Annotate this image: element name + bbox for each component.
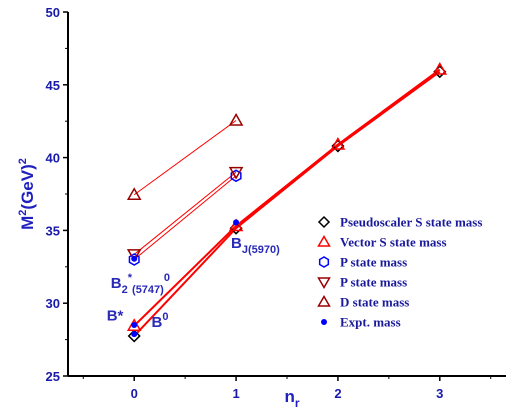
legend-label-5: Expt. mass xyxy=(340,315,401,330)
series-5-point xyxy=(131,322,138,329)
y-tick-label: 25 xyxy=(46,369,60,384)
y-axis-label: M2(GeV)2 xyxy=(17,158,37,230)
legend-label-0: Pseudoscaler S state mass xyxy=(340,215,482,230)
series-2-point xyxy=(230,169,242,183)
legend-marker-2 xyxy=(318,256,330,268)
series-1-point xyxy=(432,62,448,75)
y-tick-label: 30 xyxy=(46,296,60,311)
x-tick-label: 1 xyxy=(232,386,239,401)
fit-line-0 xyxy=(133,70,441,337)
legend-label-3: P state mass xyxy=(340,275,407,290)
legend-marker-5 xyxy=(321,319,327,325)
series-1-point xyxy=(126,318,142,332)
series-1-point xyxy=(330,136,346,150)
legend-marker-4 xyxy=(317,295,331,307)
fit-line-3 xyxy=(133,171,237,255)
series-0-point xyxy=(127,329,141,343)
annotation-label-1: B* xyxy=(107,308,124,325)
legend-marker-0 xyxy=(317,215,331,229)
legend: Pseudoscaler S state mass Vector S state … xyxy=(317,215,482,330)
annotation-label-2: B0 xyxy=(152,311,169,331)
x-tick-label: 0 xyxy=(131,386,138,401)
fit-line-1 xyxy=(133,68,441,327)
legend-label-2: P state mass xyxy=(340,255,407,270)
y-tick-label: 50 xyxy=(46,5,60,20)
annotation-label-0: B2*(5747)0 xyxy=(111,272,170,296)
fit-line-2 xyxy=(133,175,237,260)
x-axis-label: nr xyxy=(284,387,299,410)
series-2-point xyxy=(128,253,140,266)
legend-marker-1 xyxy=(317,235,331,247)
x-tick-label: 3 xyxy=(436,386,443,401)
series-3-point xyxy=(228,166,244,180)
annotation-label-3: BJ(5970) xyxy=(231,235,280,256)
legend-marker-3 xyxy=(317,277,331,289)
series-4-point xyxy=(228,112,244,126)
fit-line-4 xyxy=(133,120,237,196)
series-5-point xyxy=(131,331,138,338)
series-5-point xyxy=(233,219,240,226)
series-4-point xyxy=(126,187,142,200)
y-tick-label: 40 xyxy=(46,151,60,166)
y-tick-label: 45 xyxy=(46,78,60,93)
series-5-point xyxy=(131,255,138,262)
y-tick-label: 35 xyxy=(46,223,60,238)
legend-label-1: Vector S state mass xyxy=(340,235,447,250)
x-tick-label: 2 xyxy=(334,386,341,401)
legend-label-4: D state mass xyxy=(340,295,409,310)
series-1-point xyxy=(228,218,244,232)
series-3-point xyxy=(126,249,142,262)
